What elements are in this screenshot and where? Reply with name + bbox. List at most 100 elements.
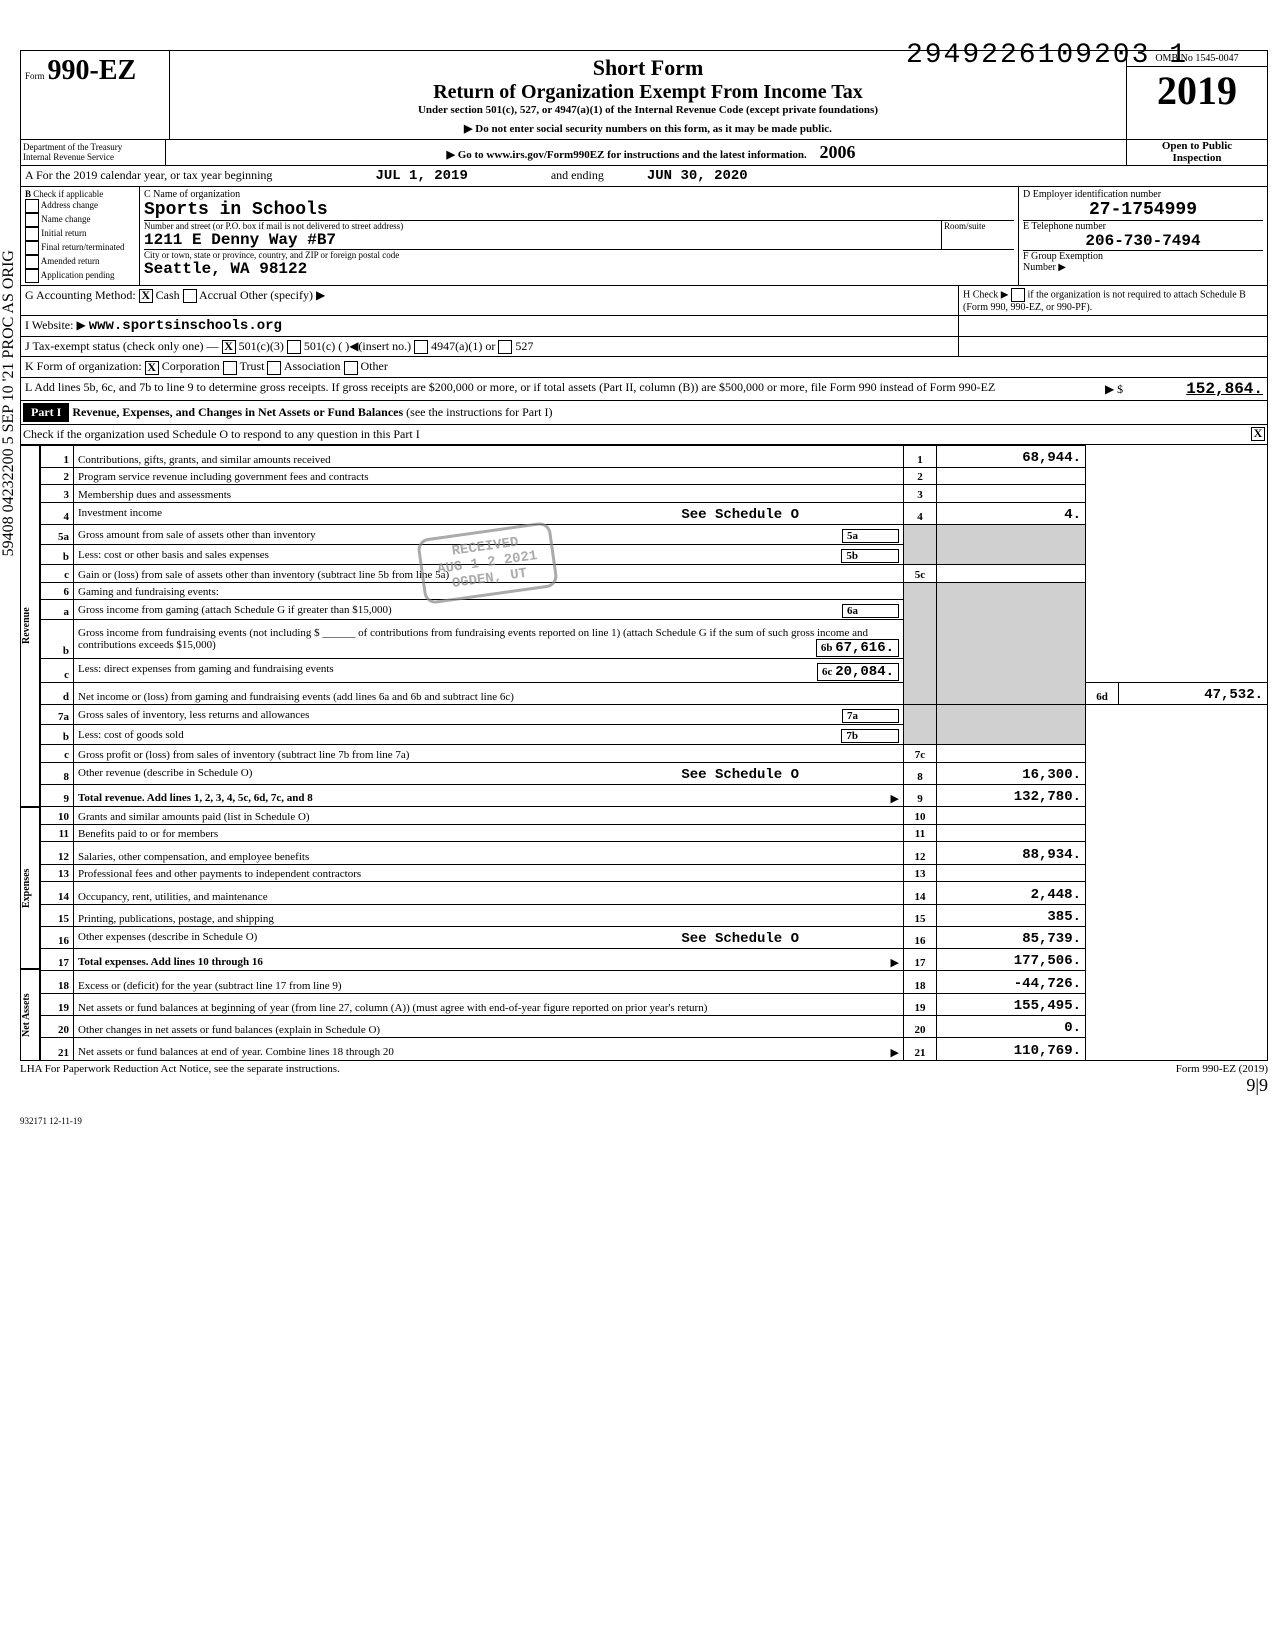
lines-table: 1Contributions, gifts, grants, and simil… <box>40 445 1268 1061</box>
checkbox-pending[interactable] <box>25 269 39 283</box>
form-number: 990-EZ <box>48 55 137 86</box>
return-title: Return of Organization Exempt From Incom… <box>178 81 1118 104</box>
dept-row: Department of the Treasury Internal Reve… <box>20 140 1268 166</box>
line-11: 11Benefits paid to or for members11 <box>41 824 1268 842</box>
row-j: J Tax-exempt status (check only one) — X… <box>21 337 1267 357</box>
ssn-warning: ▶ Do not enter social security numbers o… <box>178 122 1118 135</box>
org-street: 1211 E Denny Way #B7 <box>144 231 336 249</box>
line-4: 4Investment income See Schedule O44. <box>41 502 1268 524</box>
part1-check-row: Check if the organization used Schedule … <box>20 425 1268 445</box>
website: www.sportsinschools.org <box>89 318 282 334</box>
box-b: B Check if applicable Address change Nam… <box>21 187 140 285</box>
org-name: Sports in Schools <box>144 200 1014 220</box>
line-10: 10Grants and similar amounts paid (list … <box>41 807 1268 825</box>
city-label: City or town, state or province, country… <box>144 250 399 260</box>
box-d-label: D Employer identification number <box>1023 189 1263 200</box>
form-number-box: Form 990-EZ <box>21 51 170 139</box>
checkbox-527[interactable] <box>498 340 512 354</box>
line-18: 18Excess or (deficit) for the year (subt… <box>41 971 1268 993</box>
row-k: K Form of organization: X Corporation Tr… <box>21 357 1267 377</box>
box-c: C Name of organization Sports in Schools… <box>140 187 1019 285</box>
part1-check-text: Check if the organization used Schedule … <box>23 427 1251 442</box>
side-net-assets: Net Assets <box>20 969 40 1061</box>
room-suite: Room/suite <box>941 221 1014 249</box>
control-number: 2949226109203 1 <box>906 40 1188 71</box>
checkbox-address-change[interactable] <box>25 199 39 213</box>
part1-header: Part I Revenue, Expenses, and Changes in… <box>20 401 1268 425</box>
line-2: 2Program service revenue including gover… <box>41 467 1268 485</box>
part1-label: Part I <box>23 403 69 422</box>
line-7c: cGross profit or (loss) from sales of in… <box>41 745 1268 763</box>
line-6: 6Gaming and fundraising events: <box>41 582 1268 600</box>
side-revenue: Revenue <box>20 445 40 807</box>
checkbox-assoc[interactable] <box>267 361 281 375</box>
part1-see: (see the instructions for Part I) <box>406 405 552 419</box>
subtitle: Under section 501(c), 527, or 4947(a)(1)… <box>178 104 1118 116</box>
line-20: 20Other changes in net assets or fund ba… <box>41 1015 1268 1037</box>
handwritten-bottom: 9|9 <box>20 1075 1268 1096</box>
checkbox-name-change[interactable] <box>25 213 39 227</box>
row-i: I Website: ▶ www.sportsinschools.org <box>21 316 1267 337</box>
checkbox-accrual[interactable] <box>183 289 197 303</box>
part1-title: Revenue, Expenses, and Changes in Net As… <box>72 405 403 419</box>
period-begin: JUL 1, 2019 <box>375 168 467 184</box>
box-e-label: E Telephone number <box>1023 220 1263 232</box>
box-c-label: C Name of organization <box>144 189 1014 200</box>
checkbox-amended[interactable] <box>25 255 39 269</box>
inspection-box: Open to Public Inspection <box>1127 140 1267 165</box>
checkbox-4947[interactable] <box>414 340 428 354</box>
handwritten-year: 2006 <box>820 142 856 162</box>
line-8: 8Other revenue (describe in Schedule O) … <box>41 762 1268 784</box>
open-public: Open to Public <box>1127 140 1267 152</box>
row-j-label: J Tax-exempt status (check only one) — <box>25 339 219 353</box>
goto-instruction: ▶ Go to www.irs.gov/Form990EZ for instru… <box>166 140 1127 165</box>
line-5a: 5aGross amount from sale of assets other… <box>41 525 1268 545</box>
line-5c: cGain or (loss) from sale of assets othe… <box>41 564 1268 582</box>
irs-label: Internal Revenue Service <box>23 152 163 162</box>
line-14: 14Occupancy, rent, utilities, and mainte… <box>41 882 1268 904</box>
ein: 27-1754999 <box>1023 200 1263 220</box>
line-12: 12Salaries, other compensation, and empl… <box>41 842 1268 864</box>
checkbox-other-org[interactable] <box>344 361 358 375</box>
gross-receipts: 152,864. <box>1186 380 1263 398</box>
checkbox-501c[interactable] <box>287 340 301 354</box>
form-page: 59408 04232200 5 SEP 10 '21 PROC AS ORIG… <box>20 50 1268 1126</box>
line-19: 19Net assets or fund balances at beginni… <box>41 993 1268 1015</box>
period-end: JUN 30, 2020 <box>647 168 748 184</box>
and-ending: and ending <box>551 168 604 182</box>
footer-form: Form 990-EZ (2019) <box>1176 1063 1268 1075</box>
row-l: L Add lines 5b, 6c, and 7b to line 9 to … <box>21 378 1267 400</box>
line-16: 16Other expenses (describe in Schedule O… <box>41 926 1268 948</box>
checkbox-schedule-o[interactable]: X <box>1251 427 1265 441</box>
line-9: 9Total revenue. Add lines 1, 2, 3, 4, 5c… <box>41 785 1268 807</box>
lines-wrapper: Revenue Expenses Net Assets 1Contributio… <box>20 445 1268 1061</box>
line-1: 1Contributions, gifts, grants, and simil… <box>41 445 1268 467</box>
org-city: Seattle, WA 98122 <box>144 260 307 278</box>
dept-box: Department of the Treasury Internal Reve… <box>21 140 166 165</box>
footer: LHA For Paperwork Reduction Act Notice, … <box>20 1061 1268 1075</box>
checkbox-cash[interactable]: X <box>139 289 153 303</box>
tax-year: 2019 <box>1127 67 1267 114</box>
form-prefix: Form <box>25 71 45 81</box>
checkbox-initial-return[interactable] <box>25 227 39 241</box>
period-label: A For the 2019 calendar year, or tax yea… <box>25 168 272 182</box>
side-expenses: Expenses <box>20 807 40 969</box>
line-13: 13Professional fees and other payments t… <box>41 864 1268 882</box>
row-i-label: I Website: ▶ <box>25 318 86 332</box>
row-a: A For the 2019 calendar year, or tax yea… <box>21 166 1267 187</box>
checkbox-h[interactable] <box>1011 288 1025 302</box>
box-f-number: Number ▶ <box>1023 262 1066 273</box>
inspection-label: Inspection <box>1127 152 1267 164</box>
checkbox-corp[interactable]: X <box>145 361 159 375</box>
checkbox-final-return[interactable] <box>25 241 39 255</box>
line-15: 15Printing, publications, postage, and s… <box>41 904 1268 926</box>
checkbox-trust[interactable] <box>223 361 237 375</box>
checkbox-501c3[interactable]: X <box>222 340 236 354</box>
row-bcd: B Check if applicable Address change Nam… <box>21 187 1267 286</box>
phone: 206-730-7494 <box>1023 232 1263 250</box>
footer-code: 932171 12-11-19 <box>20 1116 1268 1126</box>
footer-lha: LHA For Paperwork Reduction Act Notice, … <box>20 1063 340 1075</box>
dept-treasury: Department of the Treasury <box>23 142 163 152</box>
line-17: 17Total expenses. Add lines 10 through 1… <box>41 949 1268 971</box>
line-21: 21Net assets or fund balances at end of … <box>41 1038 1268 1060</box>
